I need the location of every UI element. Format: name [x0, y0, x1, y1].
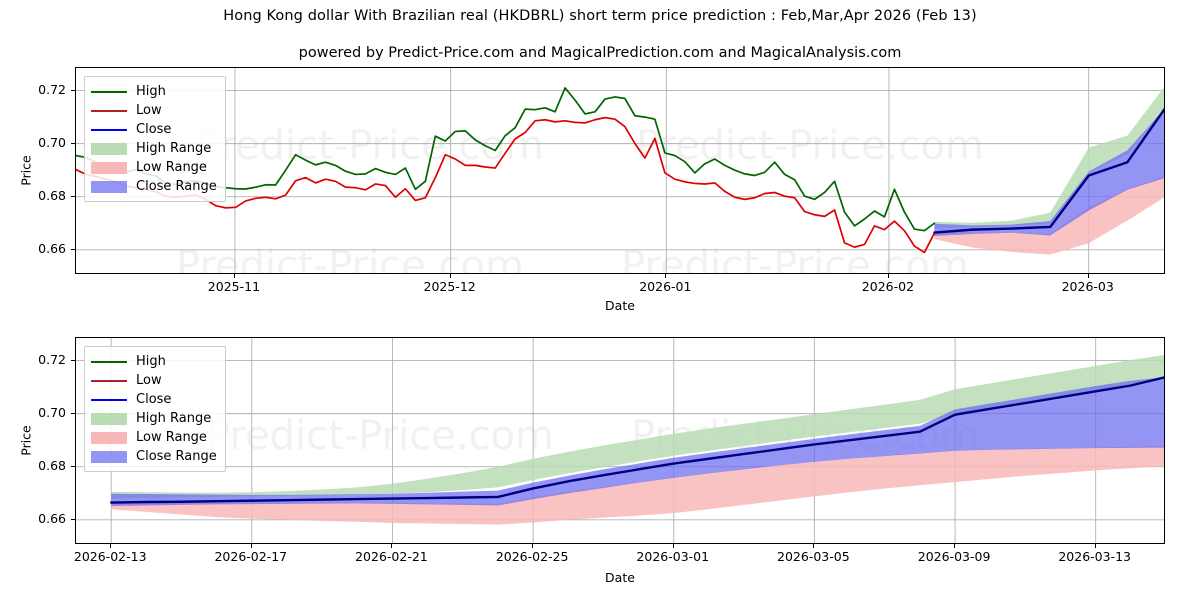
- x-tick-mark: [532, 544, 534, 548]
- legend-label: Low: [136, 103, 162, 118]
- bottom-x-axis-label: Date: [605, 570, 635, 585]
- legend-item-close-range[interactable]: Close Range: [91, 177, 217, 196]
- legend-item-close-range[interactable]: Close Range: [91, 447, 217, 466]
- legend-item-close[interactable]: Close: [91, 390, 217, 409]
- x-tick-label: 2026-03-05: [777, 549, 850, 564]
- y-tick-label: 0.68: [38, 457, 66, 473]
- x-tick-label: 2026-03-13: [1058, 549, 1132, 564]
- legend-label: Low Range: [136, 430, 207, 445]
- legend-label: Close Range: [136, 449, 217, 464]
- legend-label: Low: [136, 373, 162, 388]
- x-tick-label: 2025-11: [207, 279, 261, 294]
- x-tick-mark: [250, 544, 252, 548]
- legend-label: High Range: [136, 411, 212, 426]
- y-tick-label: 0.70: [38, 134, 66, 150]
- y-tick-mark: [71, 412, 75, 414]
- legend-label: Close: [136, 122, 172, 137]
- top-chart-legend: High Low Close High Range Low Range Close Ran…: [84, 76, 226, 202]
- x-tick-mark: [672, 544, 674, 548]
- legend-item-high-range[interactable]: High Range: [91, 409, 217, 428]
- y-tick-label: 0.72: [38, 351, 66, 367]
- x-tick-mark: [887, 274, 889, 278]
- legend-item-low-range[interactable]: Low Range: [91, 158, 217, 177]
- legend-swatch-low-icon: [91, 104, 127, 117]
- x-tick-label: 2026-01: [639, 279, 692, 294]
- y-tick-mark: [71, 359, 75, 361]
- y-tick-mark: [71, 248, 75, 250]
- legend-swatch-low-icon: [91, 374, 127, 387]
- legend-swatch-low-range-icon: [91, 431, 127, 444]
- legend-swatch-close-icon: [91, 123, 127, 136]
- y-tick-label: 0.68: [38, 187, 66, 203]
- x-tick-label: 2026-02-17: [214, 549, 288, 564]
- x-tick-mark: [449, 274, 451, 278]
- x-tick-mark: [1094, 544, 1096, 548]
- y-tick-mark: [71, 142, 75, 144]
- x-tick-mark: [233, 274, 235, 278]
- y-tick-label: 0.72: [38, 81, 66, 97]
- y-tick-label: 0.70: [38, 404, 66, 420]
- legend-item-close[interactable]: Close: [91, 120, 217, 139]
- x-tick-label: 2026-02-13: [73, 549, 147, 564]
- y-tick-mark: [71, 465, 75, 467]
- bottom-chart-legend: High Low Close High Range Low Range Close Ran…: [84, 346, 226, 472]
- y-tick-label: 0.66: [38, 240, 66, 256]
- legend-swatch-high-icon: [91, 355, 127, 368]
- legend-item-high[interactable]: High: [91, 82, 217, 101]
- legend-label: Close: [136, 392, 172, 407]
- legend-swatch-high-range-icon: [91, 412, 127, 425]
- top-chart-panel: Predict-Price.com Predict-Price.com Predic…: [75, 67, 1165, 274]
- legend-item-low[interactable]: Low: [91, 371, 217, 390]
- y-tick-mark: [71, 518, 75, 520]
- y-tick-label: 0.66: [38, 510, 66, 526]
- y-tick-mark: [71, 89, 75, 91]
- top-plot-frame: Predict-Price.com Predict-Price.com Predic…: [75, 67, 1165, 274]
- legend-label: High Range: [136, 141, 212, 156]
- x-tick-label: 2026-03-01: [636, 549, 710, 564]
- legend-item-high[interactable]: High: [91, 352, 217, 371]
- x-tick-label: 2026-02-21: [355, 549, 428, 564]
- top-x-axis-label: Date: [605, 298, 635, 313]
- legend-swatch-high-icon: [91, 85, 127, 98]
- legend-swatch-high-range-icon: [91, 142, 127, 155]
- page-subtitle: powered by Predict-Price.com and Magical…: [298, 45, 902, 61]
- x-tick-mark: [665, 274, 667, 278]
- legend-label: Close Range: [136, 179, 217, 194]
- x-tick-label: 2025-12: [423, 279, 476, 294]
- x-tick-mark: [110, 544, 112, 548]
- x-tick-label: 2026-03-09: [917, 549, 991, 564]
- legend-item-low[interactable]: Low: [91, 101, 217, 120]
- x-tick-mark: [1087, 274, 1089, 278]
- x-tick-label: 2026-03: [1061, 279, 1114, 294]
- bottom-plot-canvas: [76, 338, 1164, 543]
- legend-swatch-low-range-icon: [91, 161, 127, 174]
- legend-label: High: [136, 354, 166, 369]
- legend-swatch-close-range-icon: [91, 180, 127, 193]
- x-tick-mark: [954, 544, 956, 548]
- legend-label: High: [136, 84, 166, 99]
- x-tick-mark: [813, 544, 815, 548]
- page-title: Hong Kong dollar With Brazilian real (HK…: [223, 8, 977, 24]
- legend-item-high-range[interactable]: High Range: [91, 139, 217, 158]
- x-tick-mark: [391, 544, 393, 548]
- y-tick-mark: [71, 195, 75, 197]
- top-plot-canvas: [76, 68, 1164, 273]
- legend-swatch-close-icon: [91, 393, 127, 406]
- legend-label: Low Range: [136, 160, 207, 175]
- x-tick-label: 2026-02-25: [495, 549, 569, 564]
- legend-swatch-close-range-icon: [91, 450, 127, 463]
- x-tick-label: 2026-02: [861, 279, 915, 294]
- legend-item-low-range[interactable]: Low Range: [91, 428, 217, 447]
